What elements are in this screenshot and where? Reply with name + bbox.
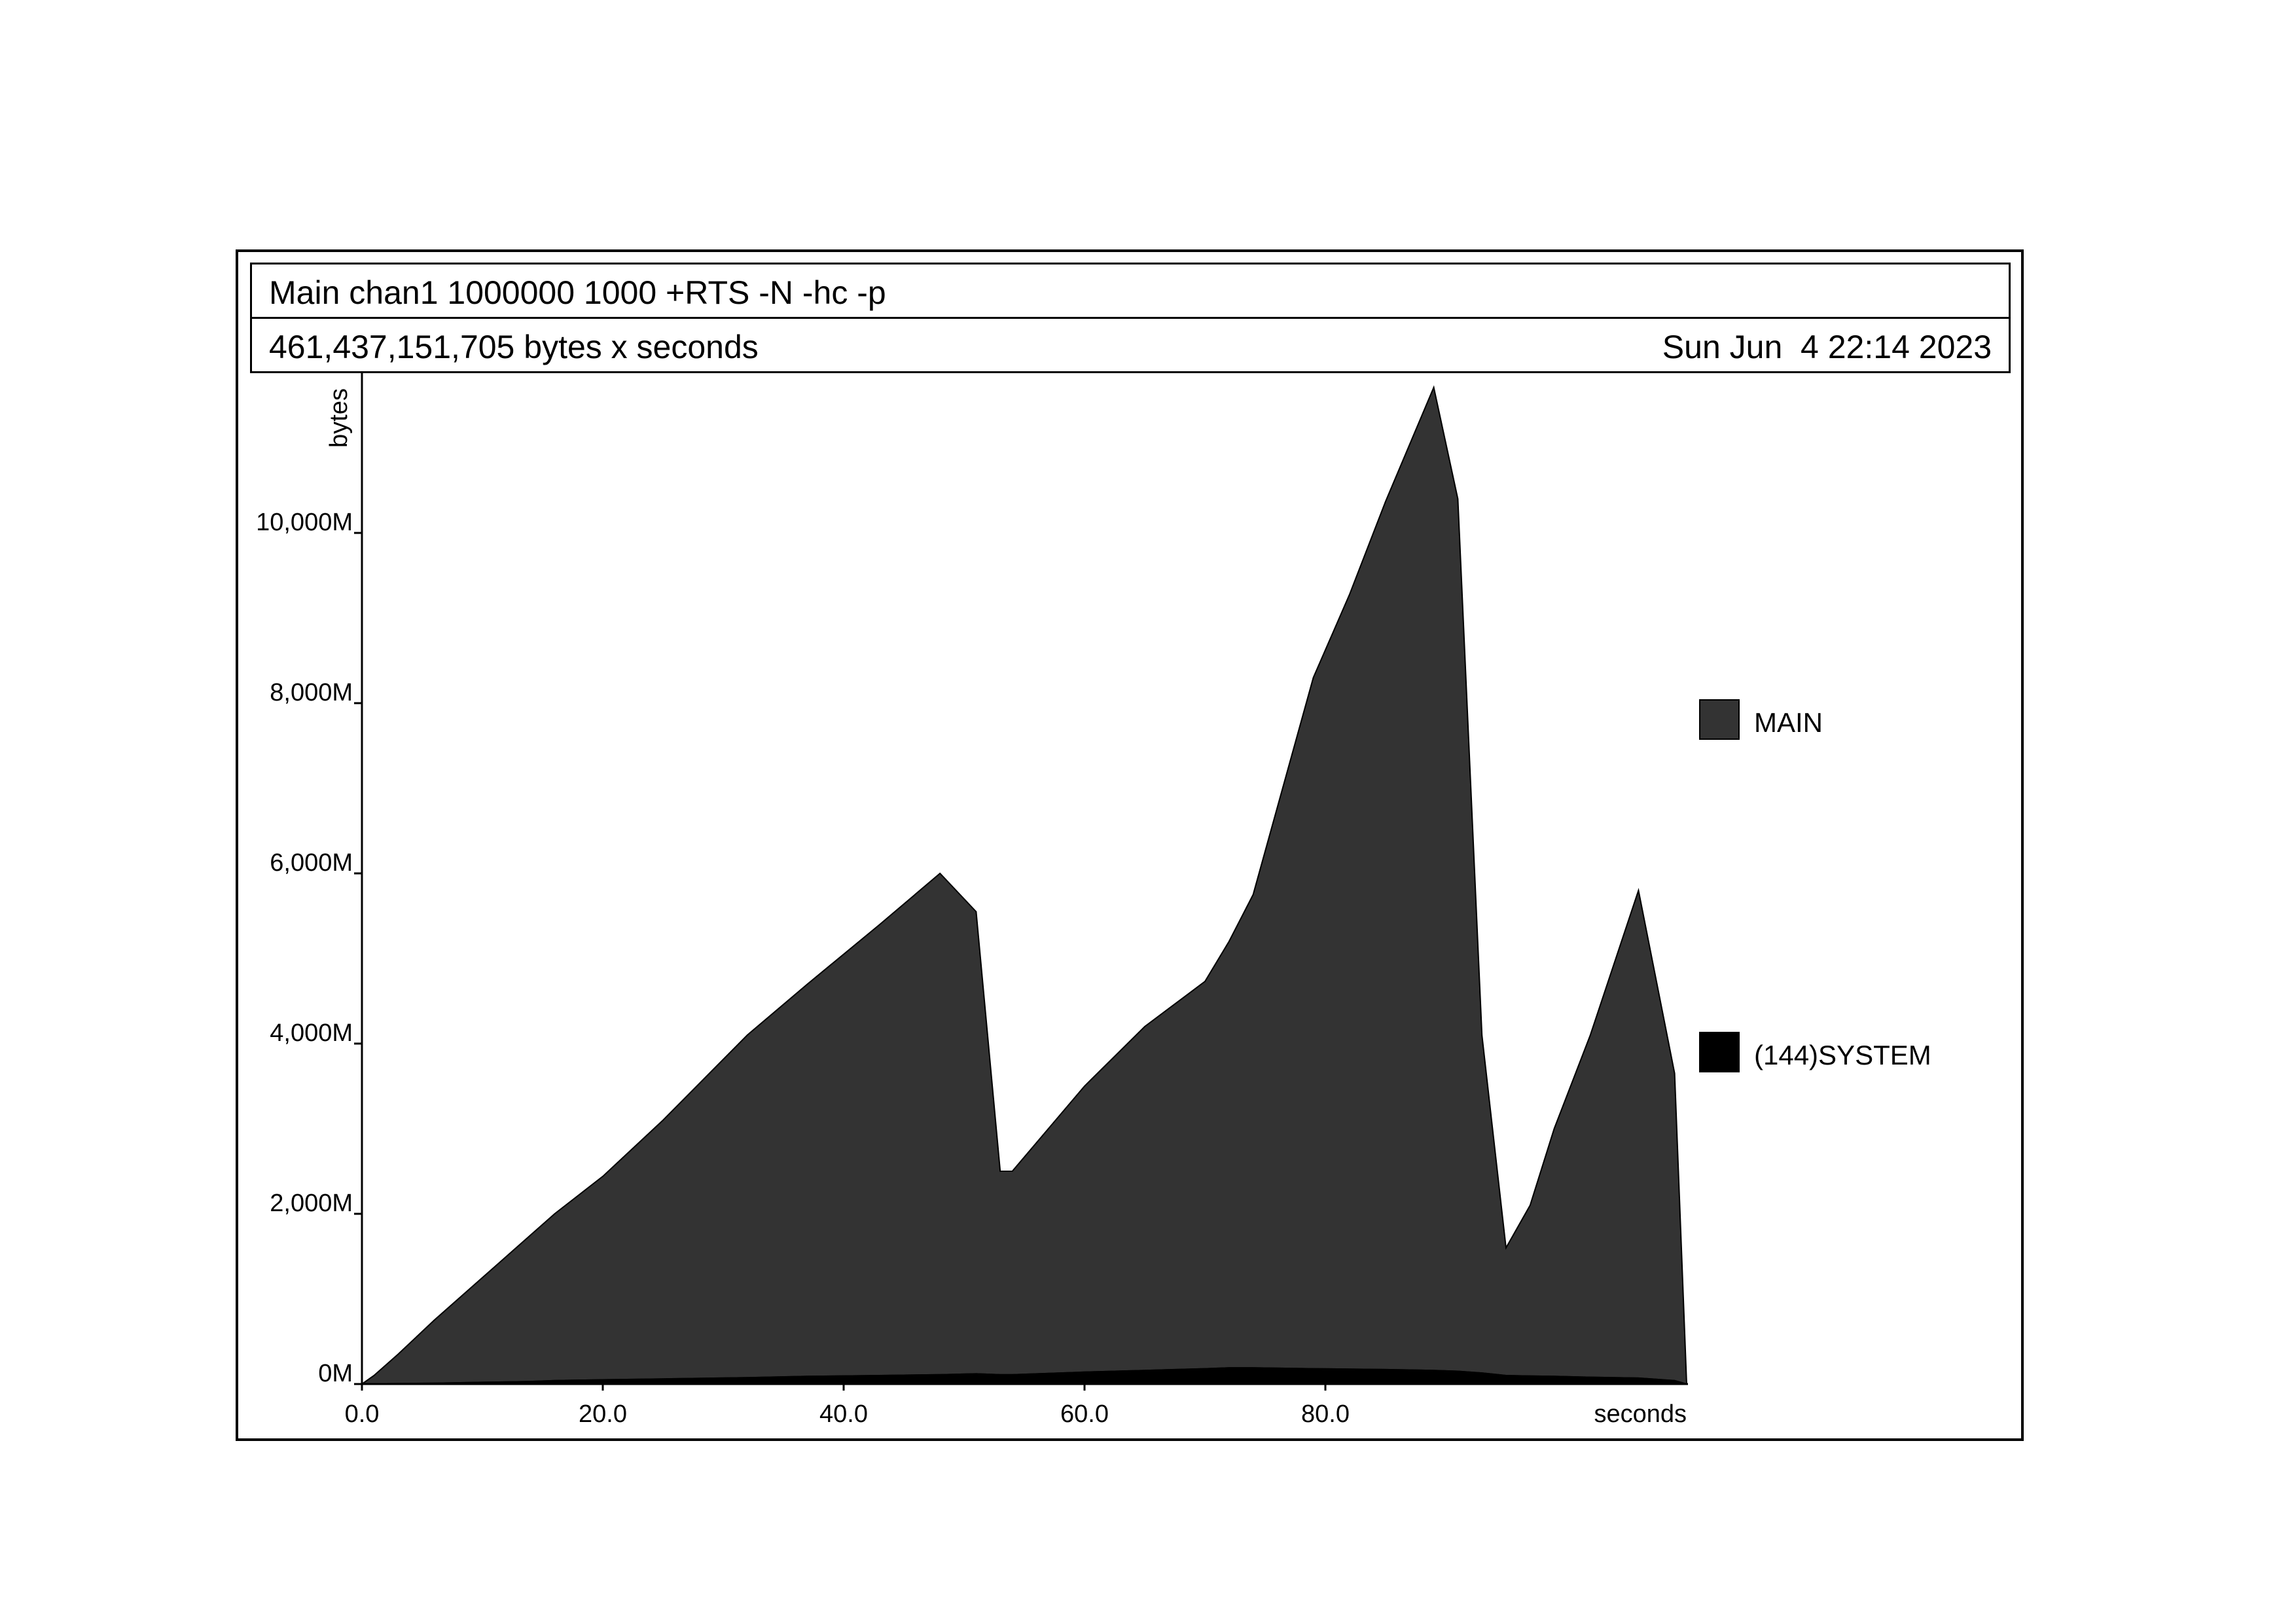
- legend-label-main: MAIN: [1754, 707, 1823, 738]
- legend-item-main: MAIN: [1699, 699, 1961, 745]
- x-tick-label: 80.0: [1301, 1400, 1350, 1428]
- y-tick-label: 8,000M: [270, 679, 353, 706]
- x-tick-label: 0.0: [345, 1400, 380, 1428]
- x-tick-label: 40.0: [819, 1400, 868, 1428]
- x-tick-label: 60.0: [1060, 1400, 1109, 1428]
- summary-bar: 461,437,151,705 bytes x seconds Sun Jun …: [250, 317, 2011, 373]
- y-tick-label: 6,000M: [270, 849, 353, 877]
- y-axis-label: bytes: [325, 388, 353, 448]
- legend-swatch-system: [1699, 1032, 1740, 1072]
- legend-label-system: (144)SYSTEM: [1754, 1040, 1931, 1070]
- y-tick-label: 2,000M: [270, 1190, 353, 1217]
- chart-title: Main chan1 1000000 1000 +RTS -N -hc -p: [269, 274, 886, 311]
- total-bytes-seconds: 461,437,151,705 bytes x seconds: [269, 329, 759, 365]
- y-tick-label: 0M: [318, 1360, 353, 1387]
- legend-swatch-main: [1699, 699, 1740, 740]
- x-axis-label: seconds: [1594, 1400, 1687, 1428]
- series-area-main: [359, 385, 1688, 1385]
- legend-item-system: (144)SYSTEM: [1699, 1032, 1961, 1078]
- y-tick-label: 4,000M: [270, 1019, 353, 1047]
- chart-frame: [236, 249, 2024, 1441]
- y-tick-label: 10,000M: [256, 509, 353, 536]
- timestamp: Sun Jun 4 22:14 2023: [1662, 329, 1992, 365]
- x-tick-label: 20.0: [579, 1400, 627, 1428]
